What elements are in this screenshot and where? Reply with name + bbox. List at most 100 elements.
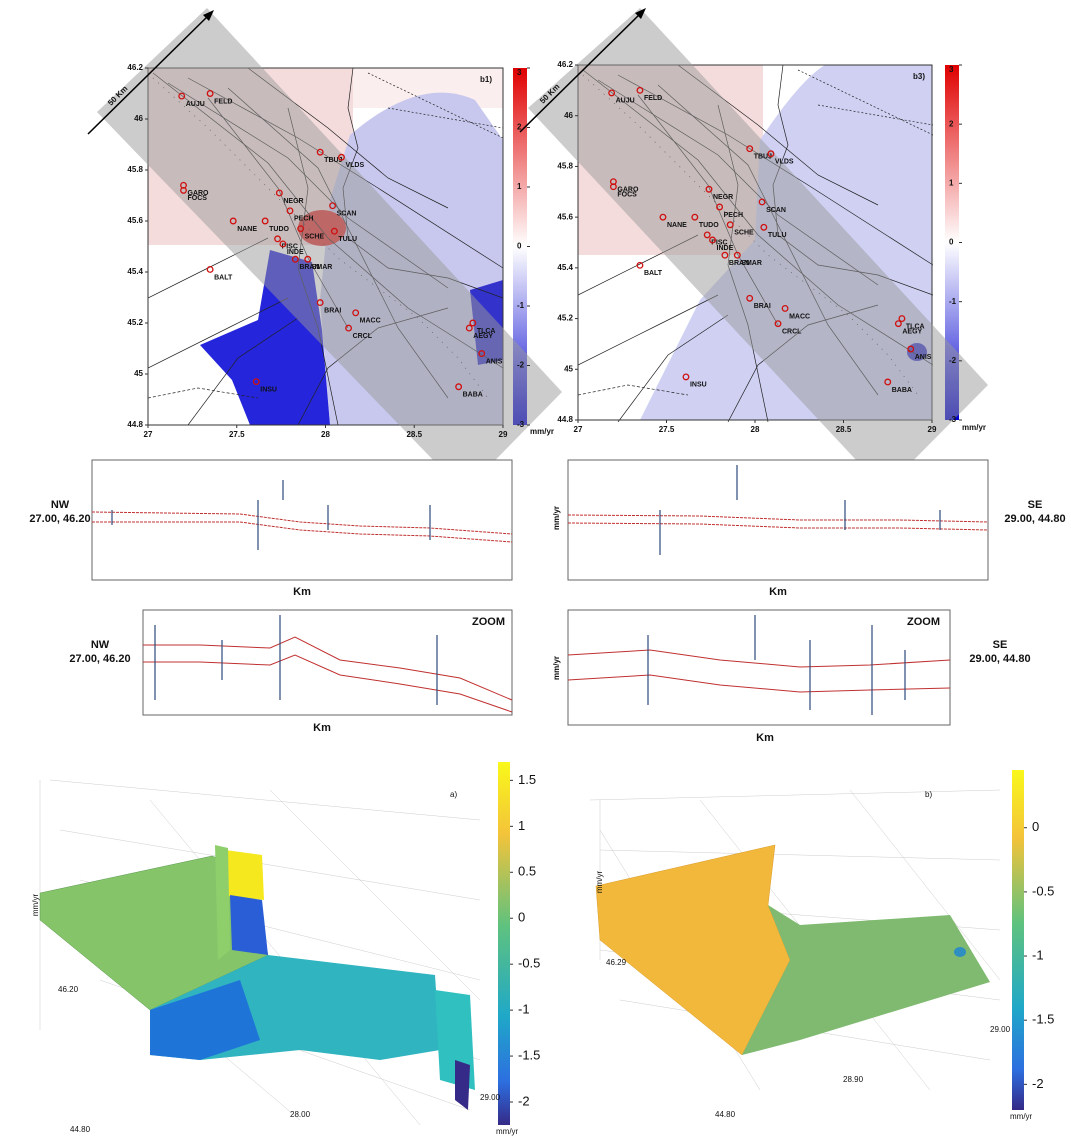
station-label: BRAN xyxy=(729,260,749,267)
station-label: BRAI xyxy=(754,303,771,310)
lat-tick-label: 46 xyxy=(564,111,573,120)
station xyxy=(206,90,214,97)
station xyxy=(252,378,260,386)
station xyxy=(721,251,729,259)
lon-tick-label: 29 xyxy=(928,425,937,434)
colorbar-tick-label: 0 xyxy=(1032,819,1039,834)
station xyxy=(455,383,463,391)
lon-tick-label: 27 xyxy=(144,430,153,439)
colorbar-tick-label: -2 xyxy=(517,361,525,370)
lat-tick-label: 45.8 xyxy=(127,165,143,174)
lat-tick-label: 45.2 xyxy=(557,314,573,323)
station-label: BALT xyxy=(644,270,663,277)
station xyxy=(609,183,617,191)
station xyxy=(758,198,766,206)
station xyxy=(746,145,754,153)
station-label: BRAN xyxy=(299,264,319,271)
station-label: GARO xyxy=(188,190,210,197)
axis-text: 29.00 xyxy=(480,1093,501,1102)
station xyxy=(330,227,338,235)
panel-label: b3) xyxy=(913,72,925,81)
station xyxy=(746,294,754,302)
station xyxy=(691,213,699,221)
station xyxy=(716,203,724,211)
colorbar-tick-label: 3 xyxy=(517,68,522,77)
station-label: NANE xyxy=(237,226,257,233)
lon-tick-label: 29 xyxy=(499,430,508,439)
colorbar xyxy=(498,762,510,1125)
station xyxy=(338,153,345,161)
station-label: NEGR xyxy=(283,198,303,205)
station xyxy=(345,324,353,332)
station-label: AUJU xyxy=(186,101,205,108)
profile-end-coord: 27.00, 46.20 xyxy=(69,653,130,665)
colorbar-unit: mm/yr xyxy=(962,423,986,432)
station xyxy=(703,231,711,239)
profile-frames xyxy=(91,459,989,726)
colorbar-tick-label: -1 xyxy=(517,301,525,310)
lon-tick-label: 27.5 xyxy=(229,430,245,439)
lon-tick-label: 28.5 xyxy=(406,430,422,439)
station-label: FELD xyxy=(214,98,232,105)
station-label: SMAR xyxy=(741,260,762,267)
station-label: BALT xyxy=(214,274,233,281)
lat-tick-label: 45.2 xyxy=(127,318,143,327)
station-label: PECH xyxy=(294,216,313,223)
station xyxy=(286,207,294,215)
colorbar xyxy=(513,68,527,425)
colorbar xyxy=(945,65,959,420)
colorbar-tick-label: 2 xyxy=(949,119,954,128)
axis-text: 46.20 xyxy=(58,985,79,994)
station-label: TUDO xyxy=(269,226,289,233)
lat-tick-label: 45.8 xyxy=(557,162,573,171)
station xyxy=(206,266,214,273)
station xyxy=(304,255,312,263)
colorbar-tick-label: -3 xyxy=(949,415,957,424)
station xyxy=(774,320,782,328)
x-axis-label: Km xyxy=(293,586,311,598)
lon-tick-label: 27 xyxy=(574,425,583,434)
station xyxy=(478,350,486,358)
colorbar-tick-label: 1 xyxy=(518,818,525,833)
colorbar-tick-label: -1.5 xyxy=(518,1048,540,1063)
station-label: MACC xyxy=(360,318,381,325)
station xyxy=(329,202,337,210)
colorbar-tick-label: -3 xyxy=(517,420,525,429)
scale-arrow xyxy=(87,13,211,135)
station-label: ANIS xyxy=(915,354,932,361)
station xyxy=(229,217,237,225)
station-label: MACC xyxy=(789,313,810,320)
colorbar-unit: mm/yr xyxy=(1010,1112,1033,1121)
lon-tick-label: 27.5 xyxy=(659,425,675,434)
station xyxy=(907,345,915,353)
colorbar-tick-label: 1 xyxy=(517,182,522,191)
station xyxy=(659,213,667,221)
colorbar-tick-label: -2 xyxy=(1032,1076,1044,1091)
station-label: TBUJ xyxy=(754,154,772,161)
station xyxy=(636,261,644,269)
station-label: PISC xyxy=(711,240,727,247)
station-label: SCHE xyxy=(305,233,325,240)
colorbar-tick-label: 0.5 xyxy=(518,864,536,879)
station-label: AUJU xyxy=(616,98,635,105)
lon-tick-label: 28 xyxy=(321,430,330,439)
station xyxy=(291,255,299,263)
colorbar-tick-label: -0.5 xyxy=(518,956,540,971)
station-label: TULU xyxy=(768,232,787,239)
colorbar-tick-label: -1 xyxy=(1032,947,1044,962)
colorbar-tick-label: -1 xyxy=(518,1002,530,1017)
station-label: BABA xyxy=(463,392,483,399)
colorbar-tick-label: 1 xyxy=(949,178,954,187)
station xyxy=(726,221,734,229)
station-label: SCAN xyxy=(766,207,786,214)
station xyxy=(316,299,324,307)
station xyxy=(709,236,716,244)
profile-end-dir: SE xyxy=(1028,499,1043,511)
station-label: FOCS xyxy=(188,195,208,202)
station-label: AEGY xyxy=(902,328,922,335)
y-axis-label: mm/yr xyxy=(552,506,561,530)
station-label: INDE xyxy=(287,249,304,256)
panel-label: b1) xyxy=(480,75,492,84)
colorbar-tick-label: -1 xyxy=(949,297,957,306)
